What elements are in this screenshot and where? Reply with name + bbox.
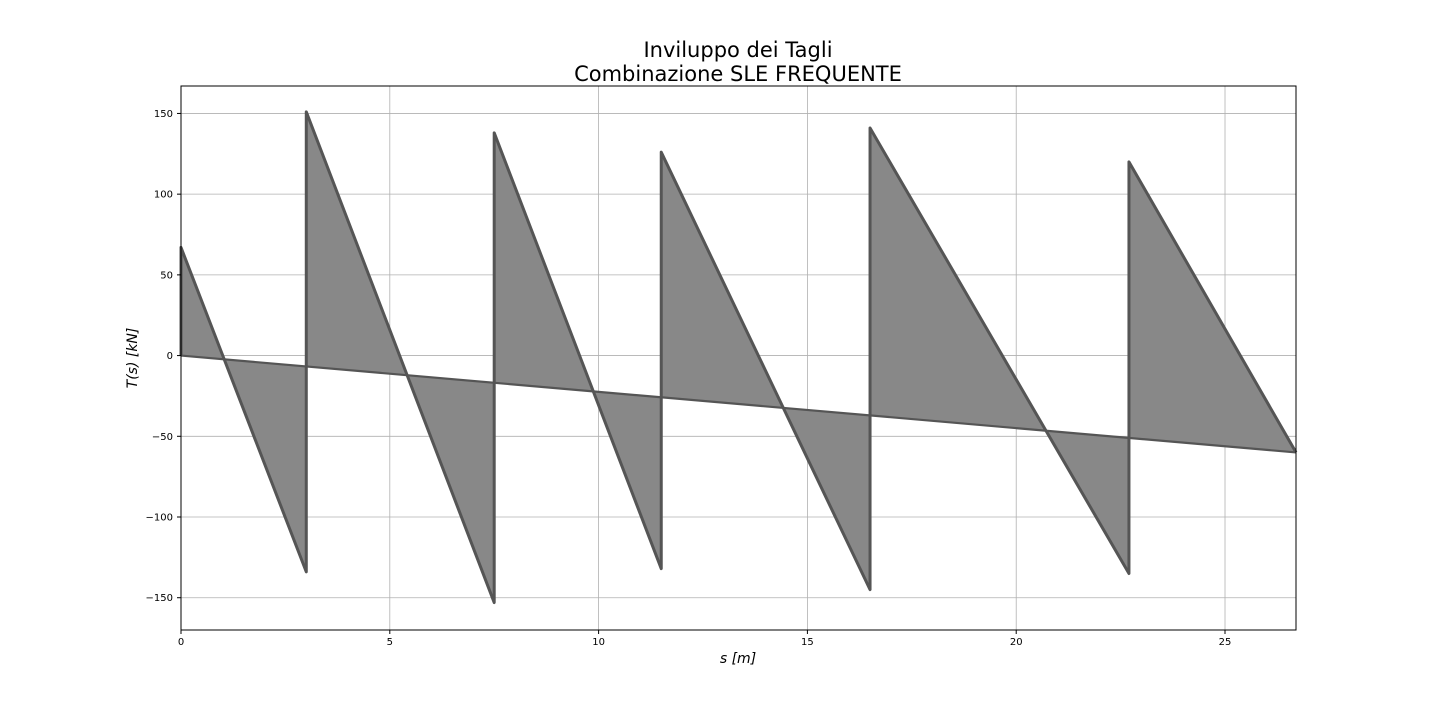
fill-region bbox=[306, 111, 495, 603]
y-tick-label: −150 bbox=[146, 593, 173, 604]
series-lines bbox=[179, 110, 1298, 605]
y-tick-label: 50 bbox=[160, 270, 173, 281]
x-tick-label: 25 bbox=[1219, 637, 1232, 648]
y-tick-label: −100 bbox=[146, 513, 173, 524]
y-tick-label: −50 bbox=[152, 432, 173, 443]
x-tick-label: 10 bbox=[592, 637, 605, 648]
y-tick-label: 100 bbox=[154, 190, 173, 201]
plot-frame bbox=[180, 85, 1297, 631]
y-axis-label: T(s) [kN] bbox=[125, 328, 141, 389]
axis-ticks: 0 5 10 15 20 25 −150 −100 −50 0 50 100 150 bbox=[146, 109, 1232, 648]
baseline-line bbox=[180, 354, 1297, 454]
y-tick-label: 150 bbox=[154, 109, 173, 120]
chart-title-line-2: Combinazione SLE FREQUENTE bbox=[574, 62, 902, 86]
x-axis-label: s [m] bbox=[720, 651, 756, 667]
x-tick-label: 15 bbox=[801, 637, 814, 648]
envelope-line bbox=[179, 110, 1298, 605]
x-tick-label: 20 bbox=[1010, 637, 1023, 648]
y-tick-label: 0 bbox=[167, 351, 173, 362]
x-tick-label: 0 bbox=[178, 637, 184, 648]
x-tick-label: 5 bbox=[387, 637, 393, 648]
chart-title-line-1: Inviluppo dei Tagli bbox=[643, 38, 832, 62]
